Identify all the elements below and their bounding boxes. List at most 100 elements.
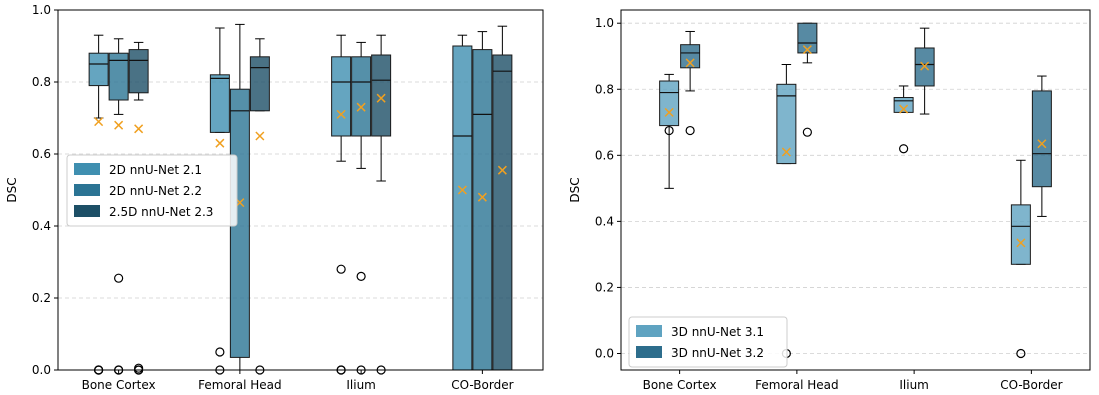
mean-marker (1037, 139, 1047, 149)
mean-marker (336, 109, 346, 119)
outlier-point (664, 125, 674, 136)
box-2-3 (249, 38, 270, 375)
mean-marker (781, 147, 791, 157)
mean-marker (685, 58, 695, 68)
box-body (1031, 90, 1052, 188)
x-tick-label: Ilium (346, 378, 376, 392)
box-1-2 (108, 38, 129, 375)
y-tick-label: 0.2 (32, 291, 51, 305)
legend-label: 3D nnU-Net 3.2 (671, 346, 764, 360)
legend-box (66, 154, 238, 227)
box-4-1 (452, 34, 473, 371)
chart-panel-2: 0.0 0.2 0.4 0.6 0.8 1.0 DSC Bone Cortex Femoral … (568, 9, 1091, 392)
x-tick-label: Bone Cortex (82, 378, 156, 392)
mean-marker (477, 192, 487, 202)
legend-label: 2D nnU-Net 2.2 (109, 184, 202, 198)
y-tick-label: 0.6 (595, 148, 614, 162)
legend-swatch (74, 184, 100, 196)
box-body (249, 56, 270, 112)
y-axis-label: DSC (5, 177, 19, 202)
mean-marker (497, 165, 507, 175)
box-body (209, 74, 230, 133)
y-tick-label: 0.6 (32, 147, 51, 161)
y-tick-label: 1.0 (595, 16, 614, 30)
box-3-3 (371, 34, 392, 375)
box-body (452, 45, 473, 371)
box-body (472, 49, 493, 371)
box-body (371, 54, 392, 137)
outlier-point (1016, 348, 1026, 359)
x-tick-label: Femoral Head (755, 378, 838, 392)
box-1-1 (88, 34, 109, 375)
mean-marker (664, 107, 674, 117)
outlier-point (134, 363, 144, 373)
mean-marker (899, 104, 909, 114)
x-tick-label: Femoral Head (198, 378, 281, 392)
y-tick-label: 1.0 (32, 3, 51, 17)
box-4-3 (492, 25, 513, 371)
mean-marker (215, 138, 225, 148)
y-tick-label: 0.2 (595, 280, 614, 294)
box-3-2 (351, 41, 372, 375)
y-tick-label: 0.8 (595, 82, 614, 96)
box-body (1010, 204, 1031, 265)
legend-box (628, 316, 788, 368)
box-body (128, 49, 149, 94)
box-body (776, 83, 797, 165)
legend-label: 2D nnU-Net 2.1 (109, 163, 202, 177)
outlier-point (899, 144, 909, 154)
plot-frame (620, 9, 1091, 371)
plot-frame (57, 9, 544, 371)
box-2-2 (797, 22, 818, 137)
y-tick-label: 0.8 (32, 75, 51, 89)
mean-marker (1016, 238, 1026, 248)
x-tick-label: CO-Border (1000, 378, 1062, 392)
mean-marker (114, 120, 124, 130)
box-body (893, 97, 914, 113)
legend-swatch (74, 205, 100, 217)
legend-label: 3D nnU-Net 3.1 (671, 325, 764, 339)
outlier-point (336, 264, 346, 274)
y-tick-label: 0.4 (32, 219, 51, 233)
box-4-1 (1010, 159, 1031, 359)
legend-label: 2.5D nnU-Net 2.3 (109, 205, 213, 219)
box-1-3 (128, 41, 149, 375)
box-body (331, 56, 352, 137)
mean-marker (356, 102, 366, 112)
box-body (659, 80, 680, 127)
mean-marker (457, 185, 467, 195)
outlier-point (215, 347, 225, 357)
y-tick-label: 0.0 (32, 363, 51, 377)
legend-swatch (636, 346, 662, 358)
box-2-1 (776, 63, 797, 359)
chart-panel-1: 0.0 0.2 0.4 0.6 0.8 1.0 DSC Bone Cortex Femoral … (5, 3, 544, 392)
y-tick-label: 0.0 (595, 346, 614, 360)
legend-swatch (74, 163, 100, 175)
box-2-1 (209, 27, 230, 375)
box-4-2 (472, 31, 493, 371)
box-body (492, 54, 513, 371)
legend: 2D nnU-Net 2.1 2D nnU-Net 2.2 2.5D nnU-Net… (66, 154, 238, 227)
outlier-point (114, 273, 124, 283)
outlier-point (356, 271, 366, 281)
legend: 3D nnU-Net 3.1 3D nnU-Net 3.2 (628, 316, 788, 368)
box-body (680, 44, 701, 69)
mean-marker (134, 124, 144, 134)
box-3-1 (893, 85, 914, 154)
mean-marker (94, 117, 104, 127)
box-body (88, 52, 109, 87)
x-tick-label: Bone Cortex (643, 378, 717, 392)
box-body (108, 52, 129, 101)
box-3-2 (914, 27, 935, 115)
y-tick-label: 0.4 (595, 214, 614, 228)
mean-marker (376, 93, 386, 103)
outlier-point (802, 127, 812, 137)
mean-marker (920, 61, 930, 71)
x-tick-label: Ilium (899, 378, 929, 392)
y-axis-label: DSC (568, 177, 582, 202)
box-body (351, 56, 372, 137)
legend-swatch (636, 325, 662, 337)
box-4-2 (1031, 75, 1052, 217)
box-1-2 (680, 30, 701, 136)
